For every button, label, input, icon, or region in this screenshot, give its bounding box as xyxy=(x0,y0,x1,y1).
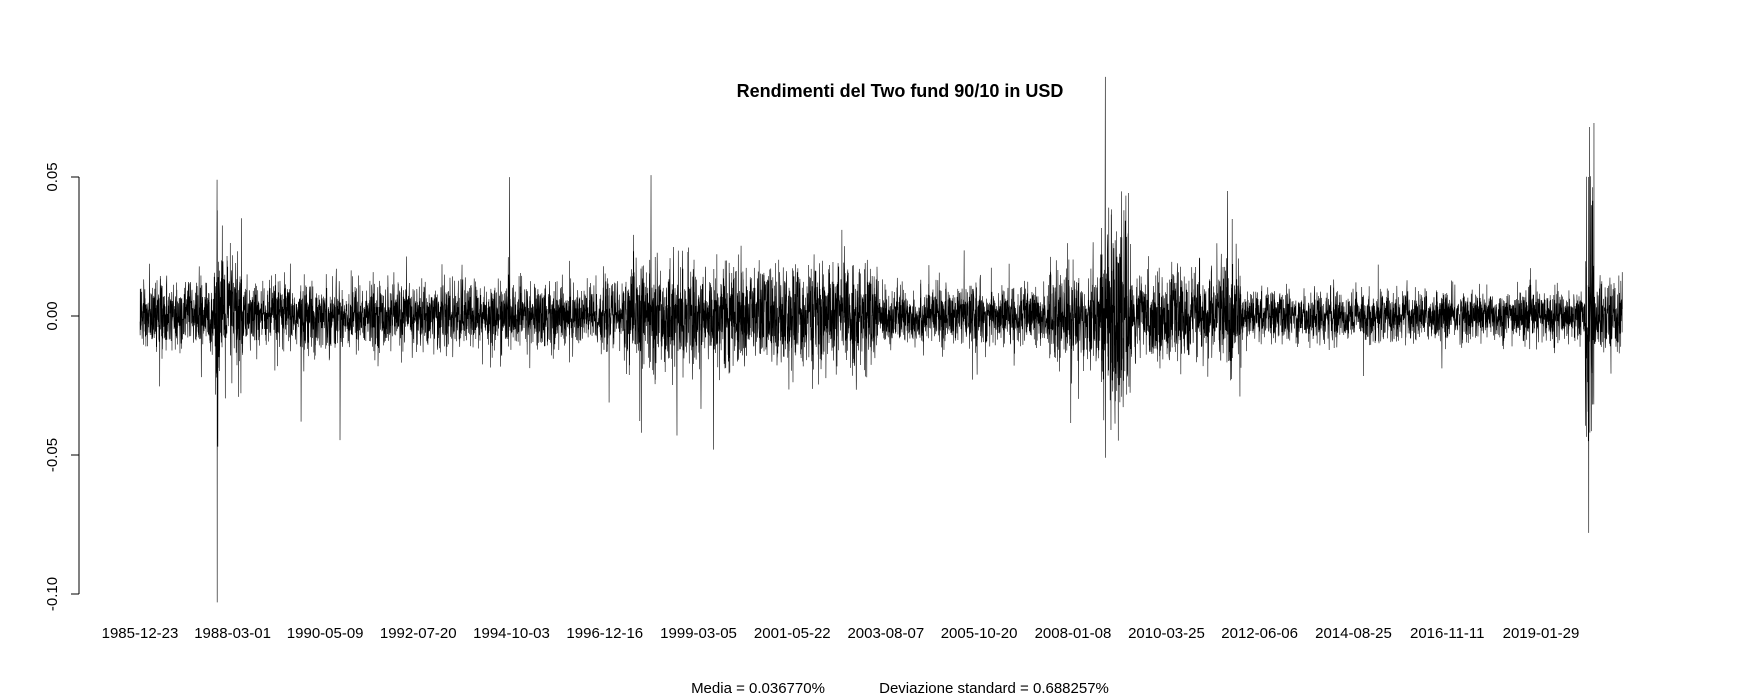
y-tick-label: -0.10 xyxy=(44,577,61,611)
x-tick-label: 1985-12-23 xyxy=(102,625,179,642)
std-label: Deviazione standard = 0.688257% xyxy=(879,680,1109,697)
x-tick-label: 1992-07-20 xyxy=(380,625,457,642)
series-returns xyxy=(139,76,1623,603)
x-tick-label: 1994-10-03 xyxy=(473,625,550,642)
x-tick-label: 1990-05-09 xyxy=(287,625,364,642)
x-axis: 1985-12-23 1988-03-01 1990-05-09 1992-07-20… xyxy=(102,625,1580,642)
x-tick-label: 2008-01-08 xyxy=(1035,625,1112,642)
chart-title: Rendimenti del Two fund 90/10 in USD xyxy=(737,81,1064,101)
x-tick-label: 2003-08-07 xyxy=(847,625,924,642)
x-tick-label: 2019-01-29 xyxy=(1503,625,1580,642)
x-tick-label: 2014-08-25 xyxy=(1315,625,1392,642)
x-tick-label: 1988-03-01 xyxy=(194,625,271,642)
series-line xyxy=(139,76,1623,603)
x-tick-label: 1999-03-05 xyxy=(660,625,737,642)
y-tick-label: 0.00 xyxy=(44,301,61,330)
x-tick-label: 2005-10-20 xyxy=(941,625,1018,642)
y-tick-label: -0.05 xyxy=(44,438,61,472)
mean-label: Media = 0.036770% xyxy=(691,680,825,697)
y-axis: 0.05 0.00 -0.05 -0.10 xyxy=(44,162,80,611)
x-tick-label: 1996-12-16 xyxy=(566,625,643,642)
x-tick-label: 2010-03-25 xyxy=(1128,625,1205,642)
x-tick-label: 2001-05-22 xyxy=(754,625,831,642)
y-tick-label: 0.05 xyxy=(44,162,61,191)
x-tick-label: 2012-06-06 xyxy=(1221,625,1298,642)
x-tick-label: 2016-11-11 xyxy=(1410,625,1485,642)
